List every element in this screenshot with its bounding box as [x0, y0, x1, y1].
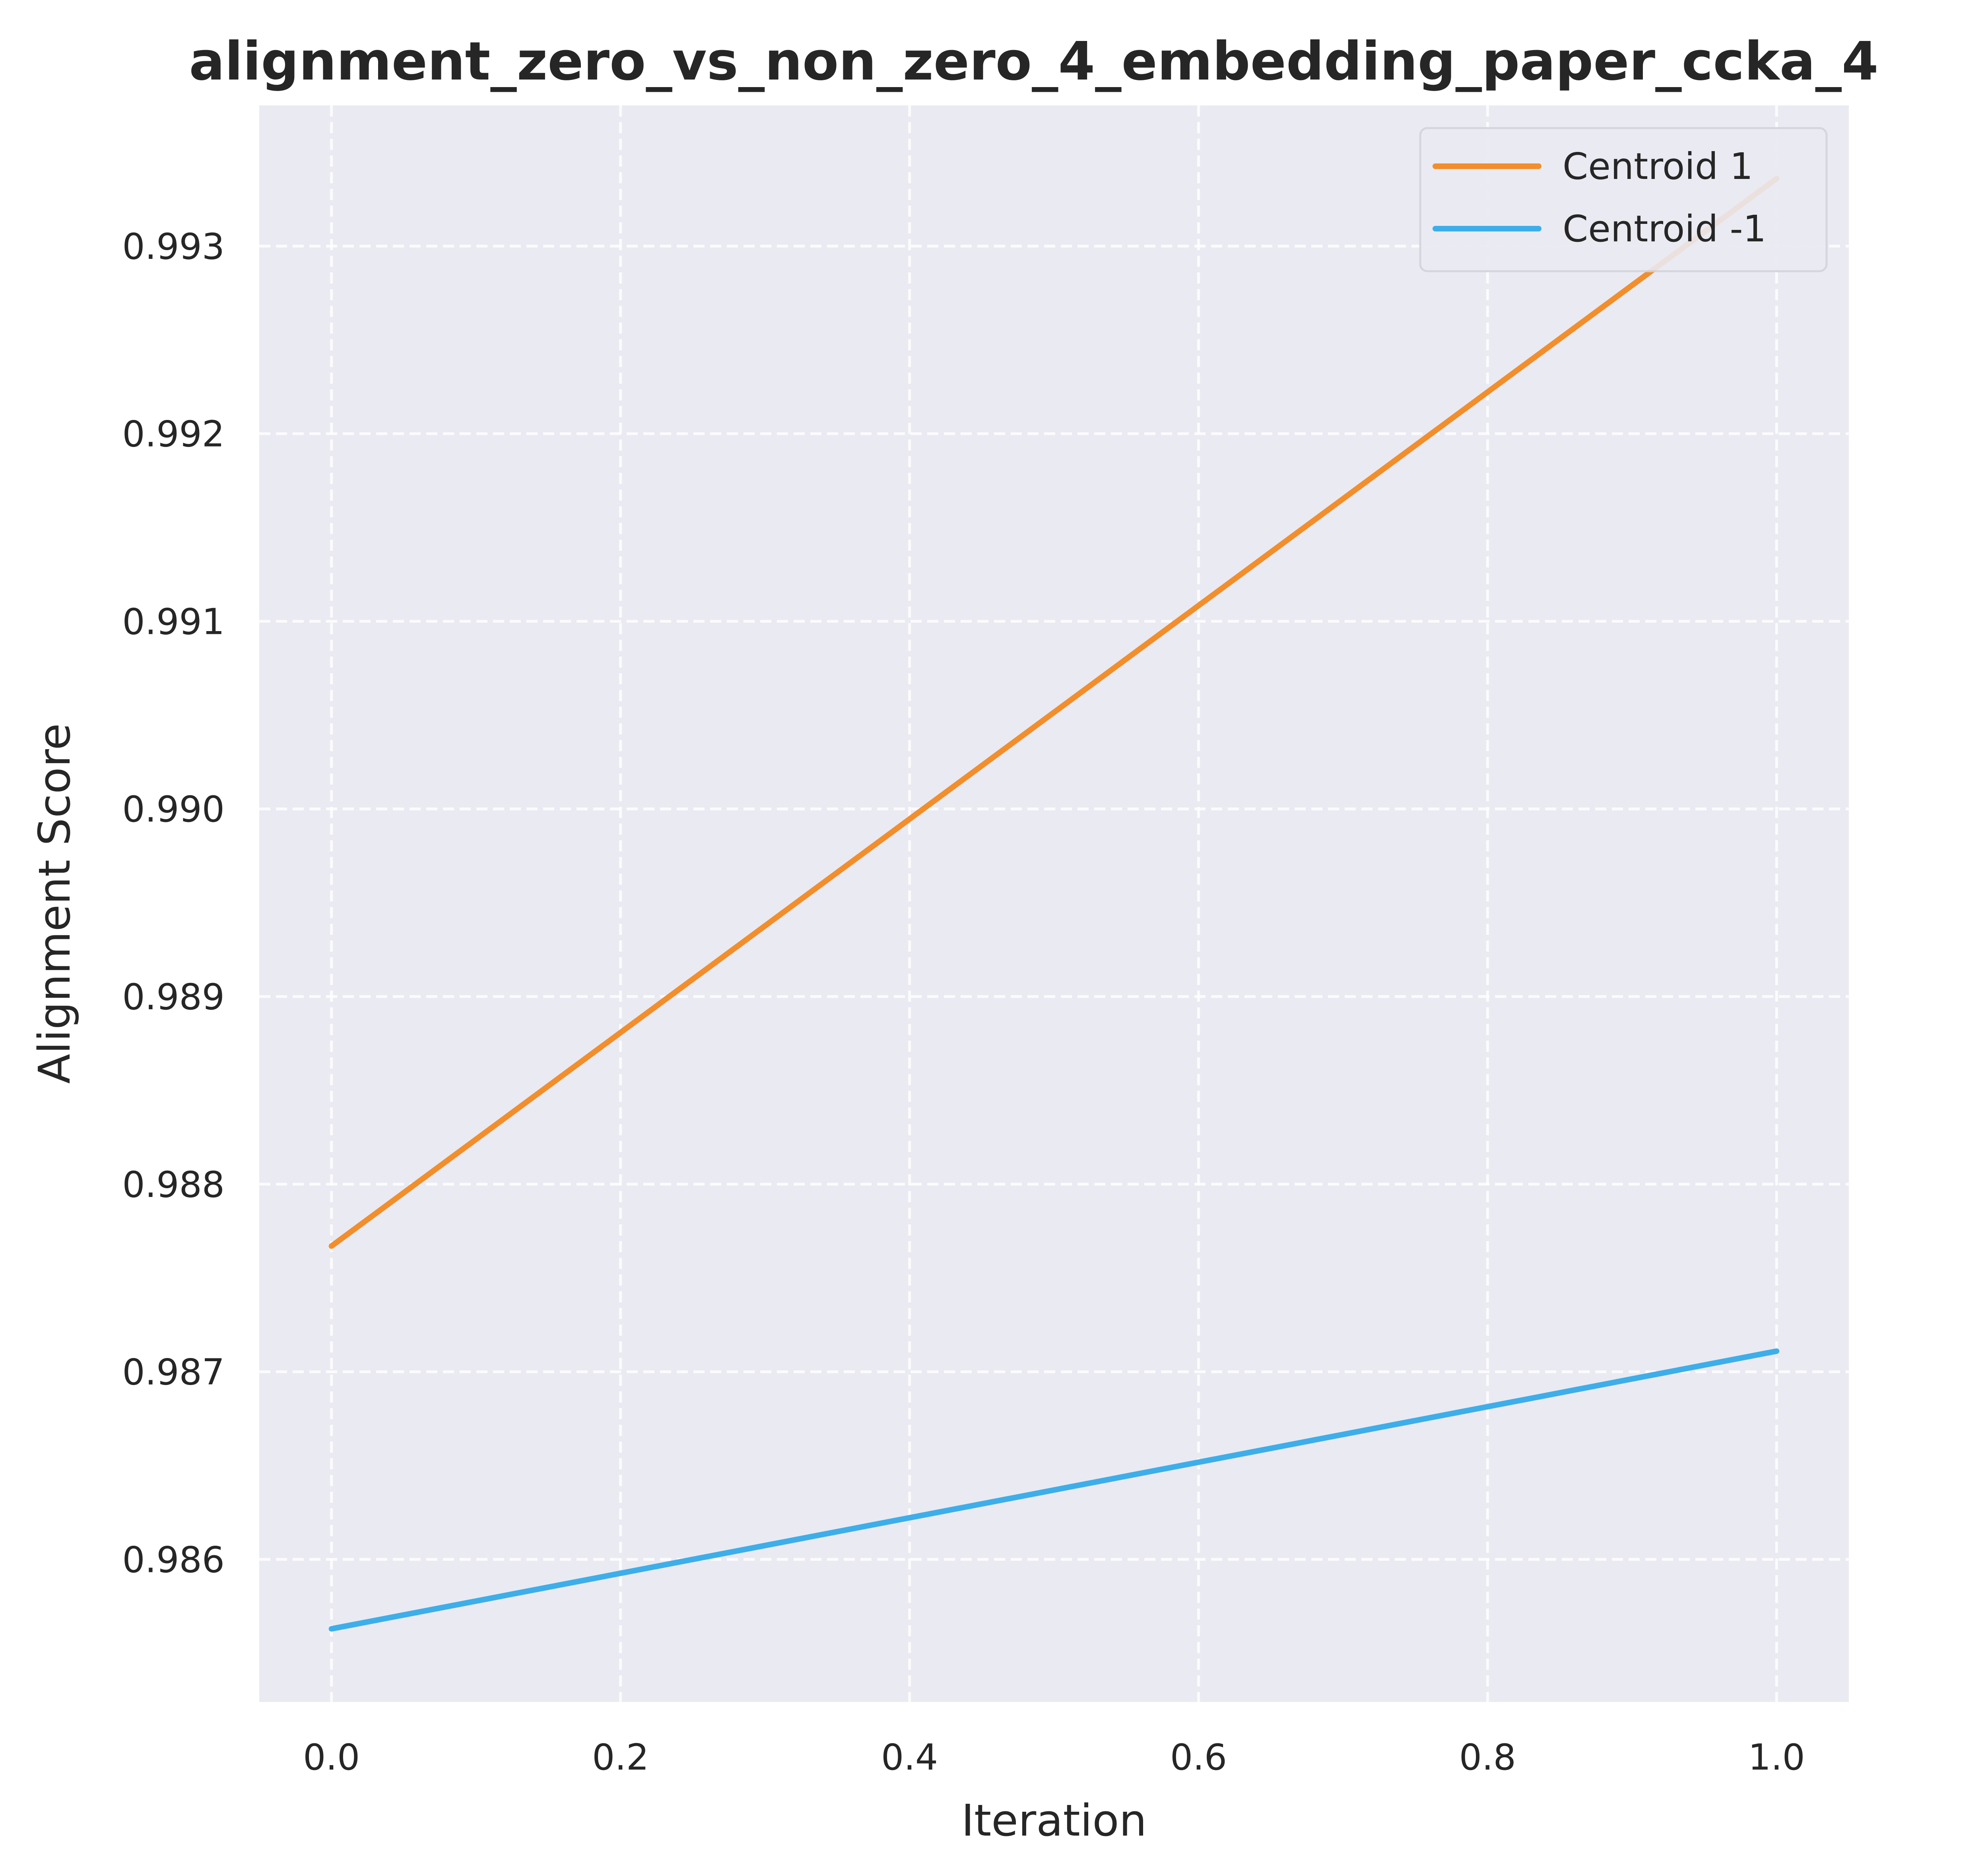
x-tick-label: 0.0 [303, 1737, 360, 1778]
y-tick-label: 0.987 [122, 1352, 225, 1393]
legend-label-centroid-neg-1: Centroid -1 [1563, 208, 1766, 250]
x-tick-label: 0.6 [1170, 1737, 1227, 1778]
plot-area [259, 105, 1849, 1702]
series-line-centroid-1 [328, 176, 1780, 1249]
x-axis-label: Iteration [961, 1795, 1147, 1846]
series-line-centroid-neg-1 [328, 1348, 1780, 1632]
y-tick-label: 0.990 [122, 789, 225, 830]
y-tick-label: 0.993 [122, 226, 225, 268]
x-tick-label: 1.0 [1748, 1737, 1805, 1778]
series-layer [328, 176, 1780, 1632]
y-tick-label: 0.988 [122, 1164, 225, 1206]
y-grid-lines [259, 245, 1849, 1561]
y-tick-label: 0.989 [122, 976, 225, 1018]
y-tick-label: 0.992 [122, 414, 225, 455]
x-tick-label: 0.4 [881, 1737, 938, 1778]
legend-label-centroid-1: Centroid 1 [1563, 145, 1753, 188]
x-grid-lines [330, 105, 1778, 1702]
x-tick-label: 0.2 [592, 1737, 649, 1778]
y-tick-label: 0.991 [122, 601, 225, 643]
x-tick-labels: 0.0 0.2 0.4 0.6 0.8 1.0 [303, 1737, 1805, 1778]
legend: Centroid 1 Centroid -1 [1419, 127, 1828, 272]
y-tick-labels: 0.986 0.987 0.988 0.989 0.990 0.991 0.992 0.993 [122, 226, 225, 1581]
y-axis-label: Alignment Score [29, 723, 80, 1084]
chart-title: alignment_zero_vs_non_zero_4_embedding_p… [189, 31, 1878, 92]
x-tick-label: 0.8 [1459, 1737, 1516, 1778]
y-tick-label: 0.986 [122, 1539, 225, 1581]
